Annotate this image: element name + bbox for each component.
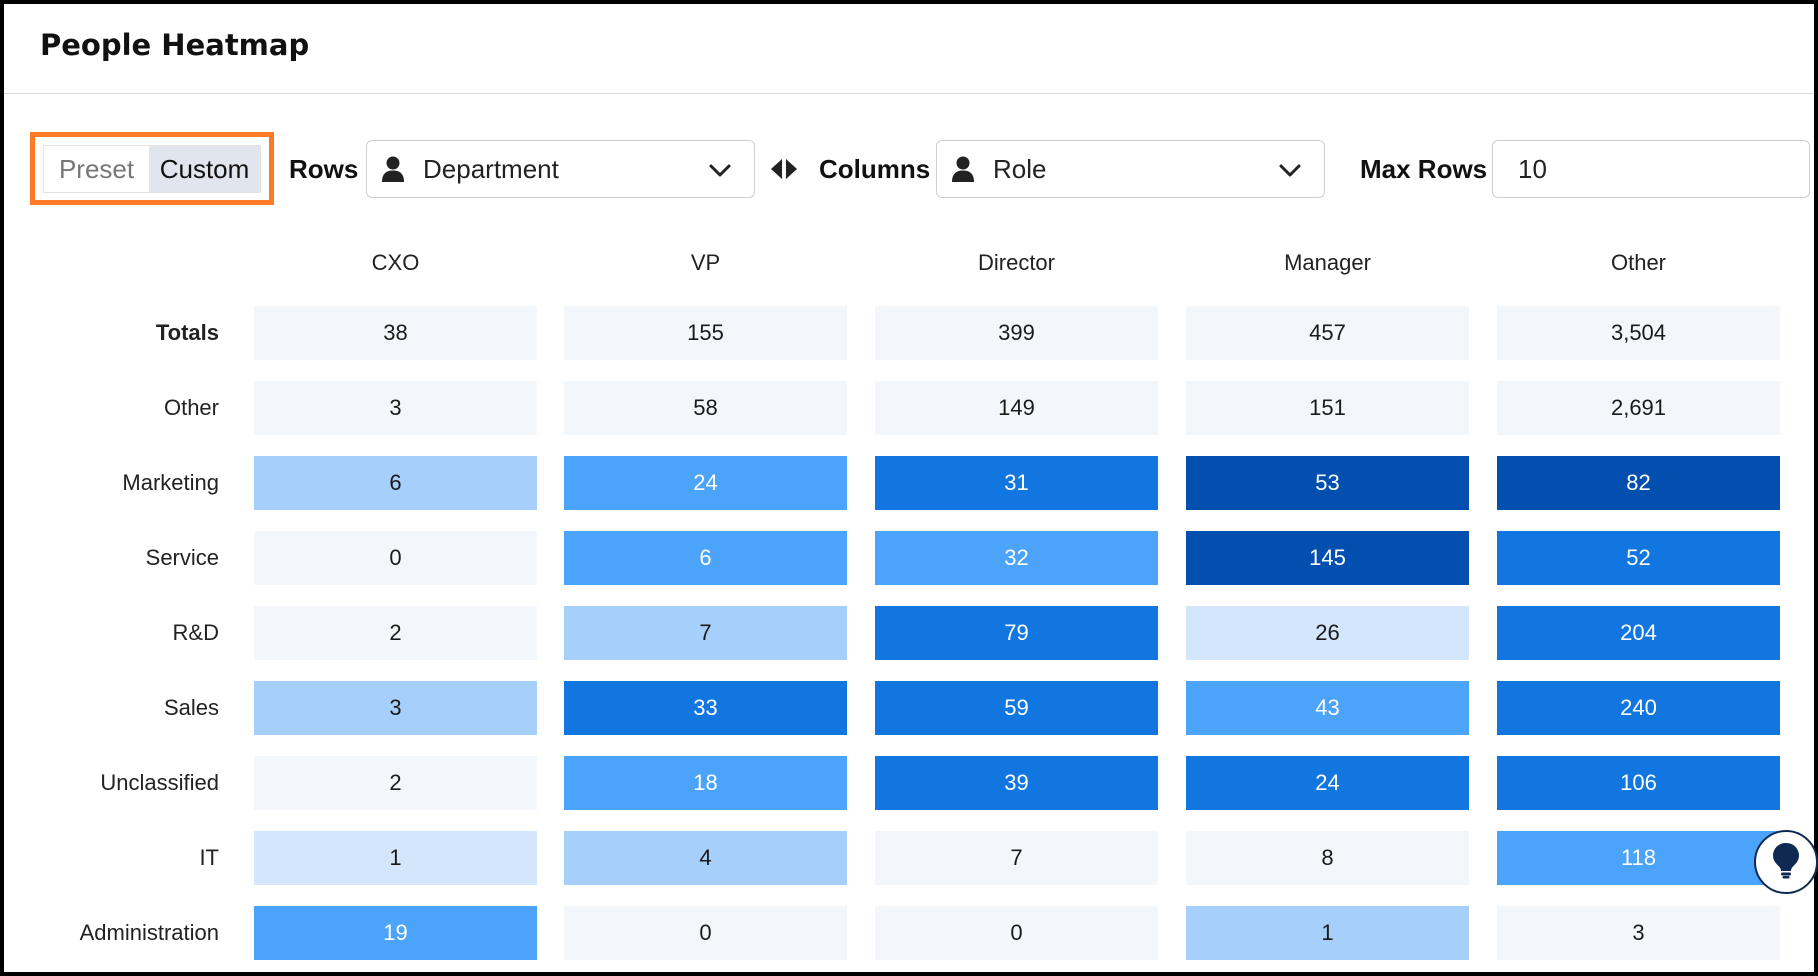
chevron-down-icon — [708, 158, 732, 182]
heatmap-cell[interactable]: 8 — [1186, 831, 1469, 885]
heatmap-cell[interactable]: 1 — [254, 831, 537, 885]
page-title: People Heatmap — [40, 28, 310, 62]
row-label: Administration — [79, 920, 219, 945]
column-header: VP — [690, 250, 721, 275]
columns-select-value: Role — [993, 153, 1047, 184]
heatmap-cell[interactable]: 43 — [1186, 681, 1469, 735]
heatmap-cell[interactable]: 2 — [254, 756, 537, 810]
heatmap-cell[interactable]: 3 — [254, 381, 537, 435]
heatmap-cell[interactable]: 53 — [1186, 456, 1469, 510]
row-label: Marketing — [122, 470, 219, 495]
heatmap-cell[interactable]: 118 — [1497, 831, 1780, 885]
heatmap-cell[interactable]: 7 — [564, 606, 847, 660]
heatmap-cell[interactable]: 4 — [564, 831, 847, 885]
heatmap-cell[interactable]: 145 — [1186, 531, 1469, 585]
max-rows-input[interactable] — [1492, 140, 1810, 198]
heatmap-cell[interactable]: 39 — [875, 756, 1158, 810]
heatmap-cell[interactable]: 52 — [1497, 531, 1780, 585]
row-label: Other — [163, 395, 219, 420]
heatmap-cell[interactable]: 33 — [564, 681, 847, 735]
person-icon — [951, 155, 975, 183]
heatmap-cell[interactable]: 32 — [875, 531, 1158, 585]
heatmap-cell[interactable]: 19 — [254, 906, 537, 960]
heatmap-cell[interactable]: 2,691 — [1497, 381, 1780, 435]
columns-select[interactable]: Role — [936, 140, 1325, 198]
panel-header: People Heatmap — [4, 4, 1814, 94]
heatmap-cell[interactable]: 79 — [875, 606, 1158, 660]
heatmap-cell[interactable]: 6 — [254, 456, 537, 510]
mode-toggle: Preset Custom — [43, 145, 261, 193]
custom-button[interactable]: Custom — [149, 146, 260, 192]
mode-toggle-highlight: Preset Custom — [30, 132, 274, 205]
row-label: R&D — [172, 620, 219, 645]
heatmap-cell[interactable]: 31 — [875, 456, 1158, 510]
rows-label: Rows — [289, 154, 359, 184]
heatmap-cell[interactable]: 151 — [1186, 381, 1469, 435]
row-label: Service — [145, 545, 219, 570]
heatmap-cell[interactable]: 0 — [564, 906, 847, 960]
totals-cell[interactable]: 399 — [875, 306, 1158, 360]
heatmap-cell[interactable]: 26 — [1186, 606, 1469, 660]
column-header: Director — [977, 250, 1055, 275]
totals-cell[interactable]: 38 — [254, 306, 537, 360]
hint-button[interactable] — [1754, 830, 1818, 894]
rows-select-value: Department — [423, 153, 559, 184]
heatmap-cell[interactable]: 24 — [1186, 756, 1469, 810]
heatmap-cell[interactable]: 204 — [1497, 606, 1780, 660]
heatmap-cell[interactable]: 0 — [875, 906, 1158, 960]
swap-horizontal-icon[interactable] — [770, 158, 798, 180]
heatmap-cell[interactable]: 1 — [1186, 906, 1469, 960]
column-header: Manager — [1284, 250, 1371, 275]
heatmap-cell[interactable]: 7 — [875, 831, 1158, 885]
chevron-down-icon — [1278, 158, 1302, 182]
rows-select[interactable]: Department — [366, 140, 755, 198]
heatmap-cell[interactable]: 106 — [1497, 756, 1780, 810]
lightbulb-icon — [1771, 841, 1801, 884]
preset-button[interactable]: Preset — [44, 146, 150, 192]
totals-cell[interactable]: 3,504 — [1497, 306, 1780, 360]
totals-cell[interactable]: 155 — [564, 306, 847, 360]
heatmap-cell[interactable]: 58 — [564, 381, 847, 435]
heatmap-cell[interactable]: 2 — [254, 606, 537, 660]
column-header: Other — [1610, 250, 1667, 275]
heatmap-cell[interactable]: 3 — [1497, 906, 1780, 960]
row-label: Unclassified — [100, 770, 219, 795]
heatmap-cell[interactable]: 240 — [1497, 681, 1780, 735]
totals-row-label: Totals — [155, 320, 219, 345]
heatmap-cell[interactable]: 24 — [564, 456, 847, 510]
heatmap-cell[interactable]: 59 — [875, 681, 1158, 735]
totals-cell[interactable]: 457 — [1186, 306, 1469, 360]
max-rows-label: Max Rows — [1360, 154, 1488, 184]
columns-label: Columns — [819, 154, 931, 184]
heatmap-cell[interactable]: 0 — [254, 531, 537, 585]
person-icon — [381, 155, 405, 183]
heatmap-cell[interactable]: 82 — [1497, 456, 1780, 510]
heatmap-cell[interactable]: 6 — [564, 531, 847, 585]
heatmap-cell[interactable]: 149 — [875, 381, 1158, 435]
heatmap-cell[interactable]: 3 — [254, 681, 537, 735]
row-label: Sales — [163, 695, 219, 720]
column-header: CXO — [371, 250, 420, 275]
row-label: IT — [199, 845, 219, 870]
heatmap-cell[interactable]: 18 — [564, 756, 847, 810]
